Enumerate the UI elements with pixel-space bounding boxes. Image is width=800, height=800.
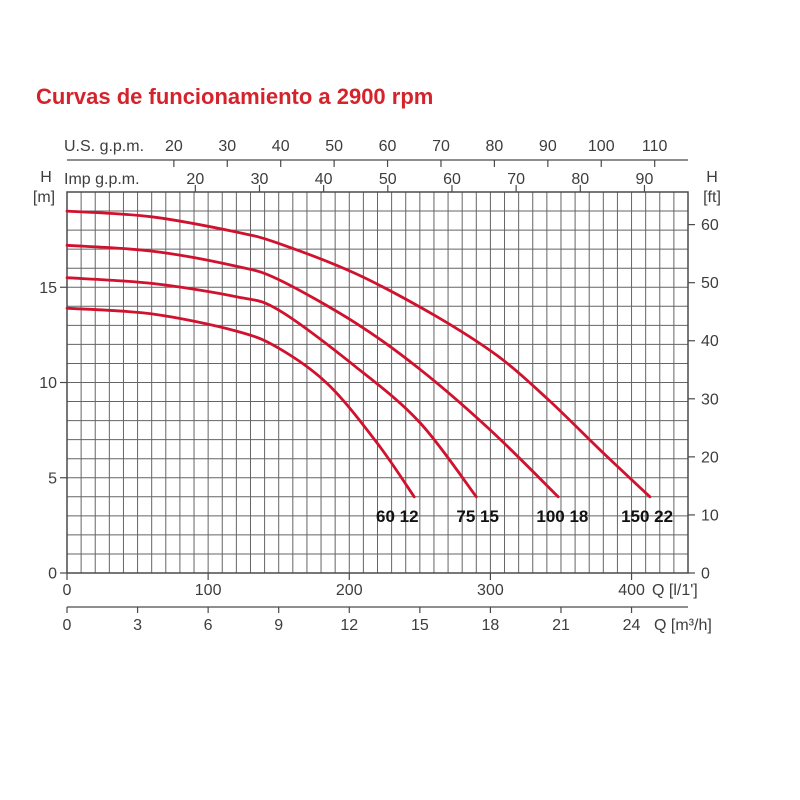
axis-us-gpm-tick-label: 20 — [165, 138, 183, 155]
curve-label-150-22: 150 22 — [621, 507, 673, 526]
axis-q-m3h-tick-label: 6 — [204, 617, 213, 634]
axis-us-gpm-tick-label: 30 — [218, 138, 236, 155]
axis-q-lpm-tick-label: 300 — [477, 582, 504, 599]
axis-q-m3h-tick-label: 3 — [133, 617, 142, 634]
curve-75-15 — [65, 276, 478, 499]
axis-imp-gpm-tick-label: 50 — [379, 171, 397, 188]
axis-h-m: H [m] 0 5 10 15 — [33, 169, 67, 583]
axis-us-gpm: U.S. g.p.m. 20 30 40 50 60 70 80 90 100 110 — [64, 138, 688, 167]
axis-q-m3h-tick-label: 24 — [623, 617, 641, 634]
axis-q-m3h-title: Q [m³/h] — [654, 617, 712, 634]
axis-q-m3h-tick-label: 12 — [340, 617, 358, 634]
axis-imp-gpm-tick-label: 90 — [636, 171, 654, 188]
axis-us-gpm-tick-label: 100 — [588, 138, 615, 155]
axis-h-m-title: H — [40, 169, 52, 186]
axis-h-ft-tick-label: 50 — [701, 275, 719, 292]
curve-150-22 — [65, 209, 652, 499]
axis-h-m-unit: [m] — [33, 189, 55, 206]
axis-h-ft: H [ft] 0 10 20 30 40 50 60 — [688, 169, 721, 583]
axis-q-m3h: 0 3 6 9 12 15 18 21 24 Q [m³/h] — [63, 606, 712, 634]
curve-label-60-12: 60 12 — [376, 507, 419, 526]
axis-h-m-tick-label: 0 — [48, 566, 57, 583]
axis-h-m-tick-label: 5 — [48, 470, 57, 487]
axis-us-gpm-tick-label: 110 — [642, 138, 668, 155]
axis-h-m-tick-label: 10 — [39, 375, 57, 392]
axis-h-ft-tick-label: 0 — [701, 566, 710, 583]
axis-imp-gpm-tick-label: 80 — [571, 171, 589, 188]
axis-q-lpm-title: Q [l/1'] — [652, 582, 698, 599]
curve-60-12 — [65, 306, 416, 499]
axis-h-m-tick-label: 15 — [39, 280, 57, 297]
curve-100-18 — [65, 243, 560, 499]
axis-imp-gpm-tick-label: 30 — [251, 171, 269, 188]
axis-imp-gpm-tick-label: 20 — [186, 171, 204, 188]
axis-q-lpm: 0 100 200 300 400 Q [l/1'] — [63, 573, 698, 599]
axis-imp-gpm: Imp g.p.m. 20 30 40 50 60 70 80 90 — [64, 171, 653, 192]
axis-q-m3h-tick-label: 15 — [411, 617, 429, 634]
axis-us-gpm-tick-label: 40 — [272, 138, 290, 155]
axis-h-ft-tick-label: 60 — [701, 217, 719, 234]
pump-curves — [65, 209, 652, 499]
axis-imp-gpm-title: Imp g.p.m. — [64, 171, 140, 188]
axis-h-ft-tick-label: 30 — [701, 391, 719, 408]
axis-h-ft-tick-label: 20 — [701, 449, 719, 466]
axis-q-m3h-tick-label: 18 — [482, 617, 500, 634]
axis-q-m3h-tick-label: 0 — [63, 617, 72, 634]
axis-q-lpm-tick-label: 200 — [336, 582, 363, 599]
axis-us-gpm-tick-label: 90 — [539, 138, 557, 155]
axis-h-ft-title: H — [706, 169, 718, 186]
axis-us-gpm-tick-label: 80 — [486, 138, 504, 155]
axis-us-gpm-tick-label: 50 — [325, 138, 343, 155]
curve-label-100-18: 100 18 — [536, 507, 588, 526]
axis-q-lpm-tick-label: 400 — [618, 582, 645, 599]
chart-title: Curvas de funcionamiento a 2900 rpm — [36, 84, 434, 109]
curve-label-75-15: 75 15 — [456, 507, 499, 526]
axis-q-lpm-tick-label: 0 — [63, 582, 72, 599]
axis-imp-gpm-tick-label: 40 — [315, 171, 333, 188]
axis-imp-gpm-tick-label: 70 — [507, 171, 525, 188]
axis-h-ft-tick-label: 10 — [701, 507, 719, 524]
axis-q-m3h-tick-label: 9 — [274, 617, 283, 634]
axis-us-gpm-tick-label: 70 — [432, 138, 450, 155]
axis-us-gpm-title: U.S. g.p.m. — [64, 138, 144, 155]
axis-imp-gpm-tick-label: 60 — [443, 171, 461, 188]
axis-h-ft-tick-label: 40 — [701, 333, 719, 350]
axis-us-gpm-tick-label: 60 — [379, 138, 397, 155]
axis-q-lpm-tick-label: 100 — [195, 582, 222, 599]
axis-h-ft-unit: [ft] — [703, 189, 721, 206]
grid — [67, 192, 688, 573]
pump-curve-labels: 60 12 75 15 100 18 150 22 — [376, 507, 673, 526]
axis-q-m3h-tick-label: 21 — [552, 617, 570, 634]
